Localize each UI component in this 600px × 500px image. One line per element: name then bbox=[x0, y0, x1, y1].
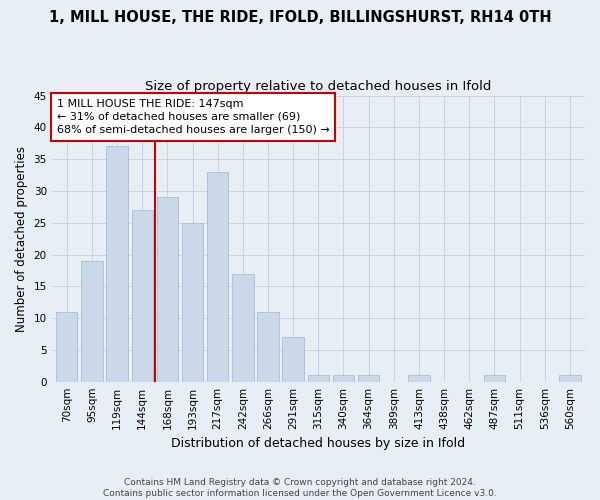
Bar bbox=[308, 376, 329, 382]
Text: 1 MILL HOUSE THE RIDE: 147sqm
← 31% of detached houses are smaller (69)
68% of s: 1 MILL HOUSE THE RIDE: 147sqm ← 31% of d… bbox=[56, 98, 329, 135]
Bar bbox=[559, 376, 581, 382]
Title: Size of property relative to detached houses in Ifold: Size of property relative to detached ho… bbox=[145, 80, 491, 93]
Text: Contains HM Land Registry data © Crown copyright and database right 2024.
Contai: Contains HM Land Registry data © Crown c… bbox=[103, 478, 497, 498]
Bar bbox=[484, 376, 505, 382]
Bar bbox=[157, 198, 178, 382]
Bar bbox=[358, 376, 379, 382]
Bar bbox=[207, 172, 229, 382]
Bar bbox=[106, 146, 128, 382]
Bar bbox=[333, 376, 354, 382]
Y-axis label: Number of detached properties: Number of detached properties bbox=[15, 146, 28, 332]
Bar bbox=[81, 261, 103, 382]
X-axis label: Distribution of detached houses by size in Ifold: Distribution of detached houses by size … bbox=[171, 437, 466, 450]
Bar bbox=[182, 222, 203, 382]
Bar bbox=[56, 312, 77, 382]
Bar bbox=[131, 210, 153, 382]
Bar bbox=[408, 376, 430, 382]
Bar bbox=[257, 312, 279, 382]
Text: 1, MILL HOUSE, THE RIDE, IFOLD, BILLINGSHURST, RH14 0TH: 1, MILL HOUSE, THE RIDE, IFOLD, BILLINGS… bbox=[49, 10, 551, 25]
Bar bbox=[283, 337, 304, 382]
Bar bbox=[232, 274, 254, 382]
